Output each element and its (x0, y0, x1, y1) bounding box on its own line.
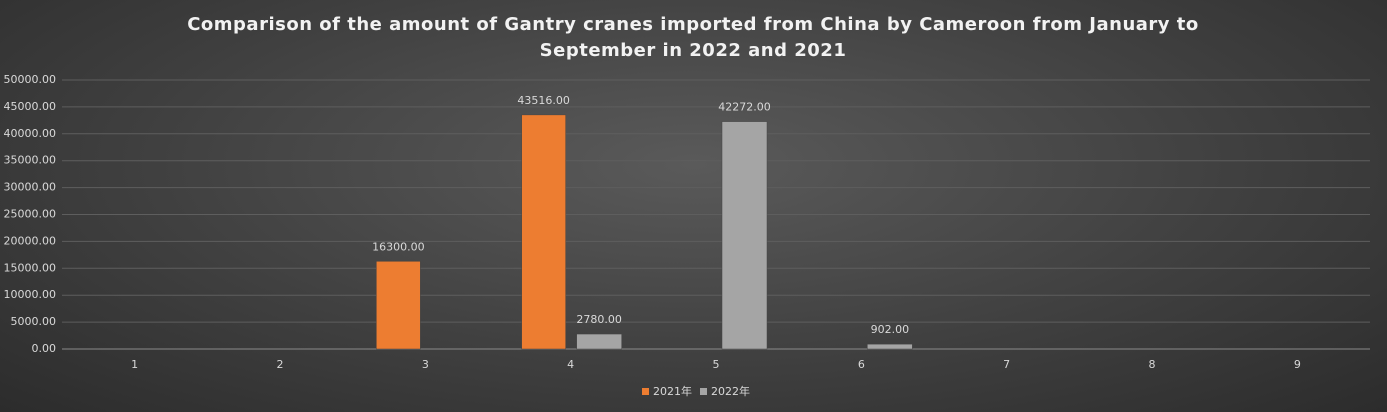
legend-swatch (642, 388, 649, 395)
data-label: 42272.00 (718, 101, 771, 114)
x-tick-label: 1 (131, 358, 138, 371)
x-tick-label: 9 (1294, 358, 1301, 371)
bar (721, 121, 768, 350)
y-tick-label: 0.00 (32, 342, 57, 355)
y-tick-label: 40000.00 (4, 127, 57, 140)
x-tick-label: 4 (567, 358, 574, 371)
y-tick-label: 25000.00 (4, 208, 57, 221)
bar (376, 261, 421, 350)
y-tick-label: 50000.00 (4, 73, 57, 86)
x-tick-label: 2 (277, 358, 284, 371)
bar (521, 114, 566, 350)
y-tick-label: 30000.00 (4, 181, 57, 194)
y-tick-label: 5000.00 (11, 315, 57, 328)
chart-title: Comparison of the amount of Gantry crane… (187, 14, 1199, 61)
bar (576, 333, 622, 350)
x-tick-label: 6 (858, 358, 865, 371)
data-label: 16300.00 (372, 240, 425, 253)
y-tick-label: 15000.00 (4, 261, 57, 274)
y-tick-label: 20000.00 (4, 234, 57, 247)
legend-label: 2021年 (653, 384, 692, 398)
data-label: 2780.00 (576, 313, 622, 326)
legend-label: 2022年 (711, 384, 750, 398)
x-tick-label: 7 (1003, 358, 1010, 371)
data-label: 43516.00 (517, 94, 570, 107)
y-tick-label: 10000.00 (4, 288, 57, 301)
x-tick-label: 8 (1149, 358, 1156, 371)
bar (867, 343, 913, 350)
legend-swatch (700, 388, 707, 395)
x-tick-label: 3 (422, 358, 429, 371)
y-tick-label: 35000.00 (4, 154, 57, 167)
x-tick-label: 5 (713, 358, 720, 371)
data-label: 902.00 (871, 323, 910, 336)
y-tick-label: 45000.00 (4, 100, 57, 113)
